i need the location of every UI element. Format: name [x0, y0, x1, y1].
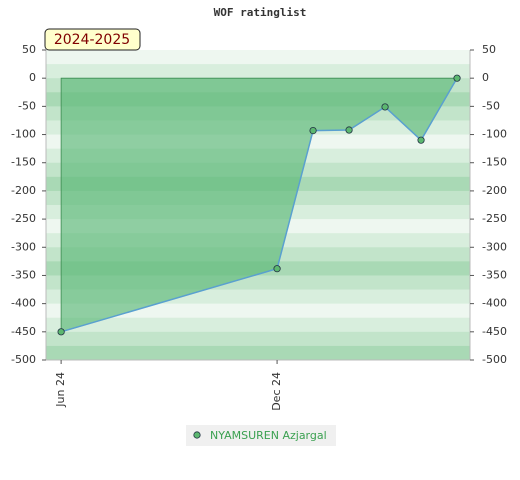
y-tick-label: -200: [11, 184, 36, 197]
y-tick-label: -350: [11, 268, 36, 281]
marker: [453, 74, 461, 82]
y-tick-label: -100: [11, 128, 36, 141]
y2-tick-label: -350: [482, 268, 507, 281]
background-band: [46, 345, 470, 361]
x-tick-label: Dec 24: [270, 372, 283, 411]
y2-tick-label: -450: [482, 325, 507, 338]
y-tick-label: -50: [18, 99, 36, 112]
y-tick-label: -250: [11, 212, 36, 225]
badge-box: [44, 28, 141, 51]
chart-title: WOF ratinglist: [214, 6, 307, 19]
marker: [57, 328, 65, 336]
x-tick-label: Jun 24: [54, 372, 67, 408]
marker: [381, 103, 389, 111]
y-tick-label: -150: [11, 156, 36, 169]
y2-tick-label: -400: [482, 297, 507, 310]
legend-label: NYAMSUREN Azjargal: [210, 429, 327, 442]
legend: [186, 425, 336, 446]
y-tick-label: -400: [11, 297, 36, 310]
y2-tick-label: -200: [482, 184, 507, 197]
background-band: [46, 50, 470, 65]
background-band: [46, 64, 470, 79]
marker: [309, 127, 317, 135]
y2-tick-label: -100: [482, 128, 507, 141]
y2-tick-label: -500: [482, 353, 507, 366]
marker: [345, 126, 353, 134]
y2-tick-label: 50: [482, 43, 496, 56]
background-band: [46, 317, 470, 333]
marker: [273, 265, 281, 273]
marker: [417, 136, 425, 144]
y2-tick-label: -250: [482, 212, 507, 225]
y-tick-label: 50: [22, 43, 36, 56]
background-band: [46, 303, 470, 319]
y-tick-label: -300: [11, 240, 36, 253]
y-tick-label: -450: [11, 325, 36, 338]
y2-tick-label: -150: [482, 156, 507, 169]
y-tick-label: 0: [29, 71, 36, 84]
y-tick-label: -500: [11, 353, 36, 366]
background-band: [46, 331, 470, 347]
y2-tick-label: 0: [482, 71, 489, 84]
y2-tick-label: -300: [482, 240, 507, 253]
y2-tick-label: -50: [482, 99, 500, 112]
legend-marker: [193, 431, 201, 439]
badge: 2024-2025: [54, 32, 130, 48]
